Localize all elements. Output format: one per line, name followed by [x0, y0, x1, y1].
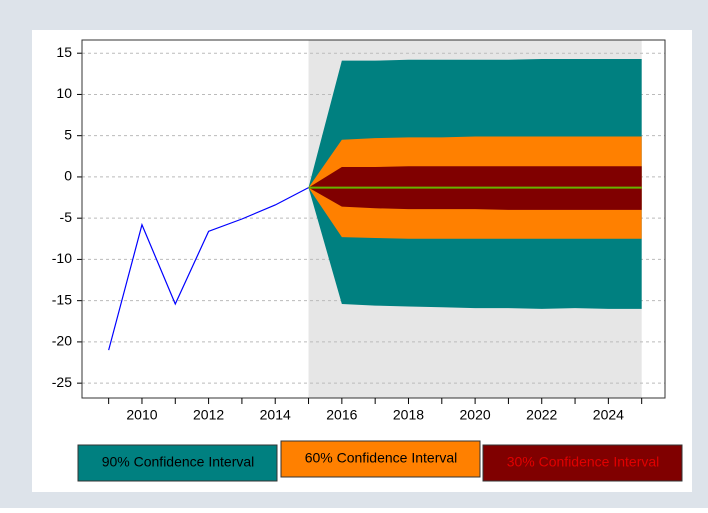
x-tick-label: 2014 [260, 407, 291, 423]
x-tick-label: 2020 [460, 407, 491, 423]
y-tick-label: 10 [56, 85, 72, 101]
x-tick-label: 2010 [126, 407, 157, 423]
legend-label: 60% Confidence Interval [305, 450, 458, 466]
x-tick-label: 2022 [526, 407, 557, 423]
x-tick-label: 2018 [393, 407, 424, 423]
y-tick-label: -25 [52, 374, 72, 390]
legend-swatch [280, 440, 481, 478]
actual-line [108, 187, 309, 351]
x-tick-label: 2012 [193, 407, 224, 423]
x-tick-label: 2016 [326, 407, 357, 423]
legend-label: 30% Confidence Interval [507, 454, 660, 470]
x-tick-label: 2024 [593, 407, 624, 423]
y-tick-label: -5 [60, 209, 73, 225]
legend-label: 90% Confidence Interval [102, 454, 255, 470]
plot-border [81, 39, 666, 399]
legend-swatch [482, 444, 683, 482]
y-tick-label: -15 [52, 291, 72, 307]
y-tick-label: -20 [52, 333, 72, 349]
legend-swatch [77, 444, 278, 482]
y-tick-label: 15 [56, 44, 72, 60]
y-tick-label: -10 [52, 250, 72, 266]
y-tick-label: 5 [64, 126, 72, 142]
y-tick-label: 0 [64, 168, 72, 184]
